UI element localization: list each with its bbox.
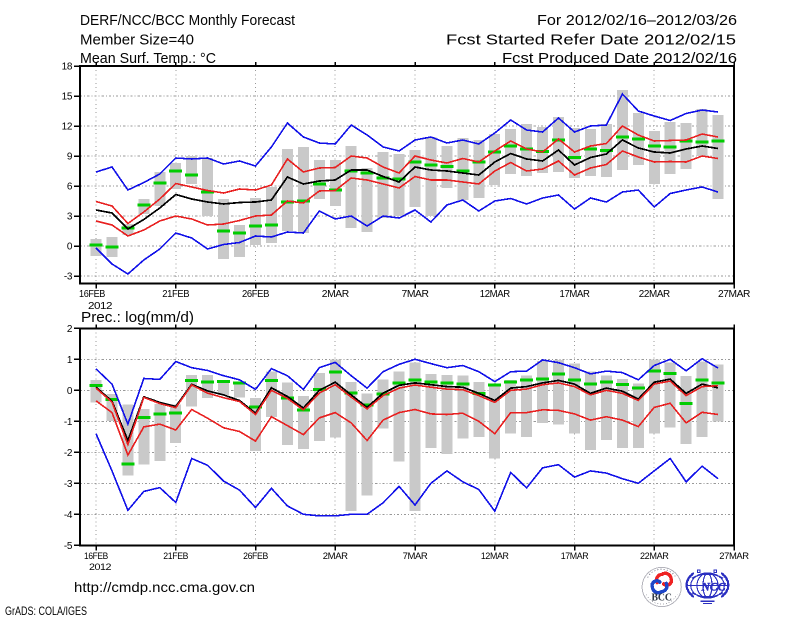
- svg-text:For 2012/02/16–2012/03/26: For 2012/02/16–2012/03/26: [537, 13, 737, 29]
- svg-text:7MAR: 7MAR: [403, 551, 428, 561]
- svg-text:-1: -1: [64, 417, 73, 428]
- svg-text:27MAR: 27MAR: [719, 551, 749, 561]
- svg-text:15: 15: [62, 92, 73, 103]
- svg-text:12: 12: [62, 122, 73, 133]
- svg-text:-5: -5: [64, 541, 73, 552]
- svg-text:6: 6: [67, 182, 73, 193]
- svg-text:2MAR: 2MAR: [322, 289, 349, 300]
- svg-text:18: 18: [62, 62, 73, 73]
- svg-text:Fcst Started Refer Date 2012/0: Fcst Started Refer Date 2012/02/15: [446, 33, 736, 49]
- svg-text:7MAR: 7MAR: [402, 289, 429, 300]
- svg-text:BCC: BCC: [651, 593, 672, 604]
- svg-text:22MAR: 22MAR: [640, 551, 669, 561]
- svg-text:21FEB: 21FEB: [162, 289, 190, 300]
- svg-text:-3: -3: [64, 272, 73, 283]
- svg-text:26FEB: 26FEB: [242, 289, 270, 300]
- svg-text:26FEB: 26FEB: [243, 551, 268, 561]
- svg-text:-2: -2: [64, 448, 73, 459]
- svg-text:GrADS: COLA/IGES: GrADS: COLA/IGES: [5, 604, 87, 618]
- svg-text:17MAR: 17MAR: [561, 551, 589, 561]
- svg-text:Member Size=40: Member Size=40: [80, 33, 194, 49]
- svg-text:0: 0: [67, 242, 73, 253]
- svg-text:Mean Surf. Temp.: °C: Mean Surf. Temp.: °C: [80, 51, 216, 67]
- svg-text:21FEB: 21FEB: [163, 551, 188, 561]
- svg-text:9: 9: [67, 152, 73, 163]
- svg-text:2MAR: 2MAR: [323, 551, 348, 561]
- svg-text:0: 0: [67, 386, 73, 397]
- svg-text:2012: 2012: [88, 301, 113, 312]
- svg-text:-4: -4: [64, 510, 73, 521]
- svg-text:NCC: NCC: [700, 582, 725, 594]
- svg-text:1: 1: [67, 355, 73, 366]
- svg-text:2: 2: [67, 324, 73, 335]
- svg-text:DERF/NCC/BCC Monthly Forecast: DERF/NCC/BCC Monthly Forecast: [80, 13, 295, 29]
- svg-text:12MAR: 12MAR: [481, 551, 509, 561]
- svg-text:17MAR: 17MAR: [560, 289, 590, 300]
- svg-text:12MAR: 12MAR: [480, 289, 510, 300]
- svg-text:Prec.: log(mm/d): Prec.: log(mm/d): [81, 310, 194, 326]
- svg-text:16FEB: 16FEB: [79, 289, 106, 300]
- svg-text:-3: -3: [64, 479, 73, 490]
- svg-text:16FEB: 16FEB: [84, 551, 108, 561]
- svg-text:22MAR: 22MAR: [639, 289, 670, 300]
- svg-text:Fcst Produced Date 2012/02/16: Fcst Produced Date 2012/02/16: [502, 51, 737, 67]
- svg-text:27MAR: 27MAR: [718, 289, 750, 300]
- svg-text:3: 3: [67, 212, 73, 223]
- svg-text:2012: 2012: [89, 562, 111, 572]
- svg-text:http://cmdp.ncc.cma.gov.cn: http://cmdp.ncc.cma.gov.cn: [74, 579, 255, 595]
